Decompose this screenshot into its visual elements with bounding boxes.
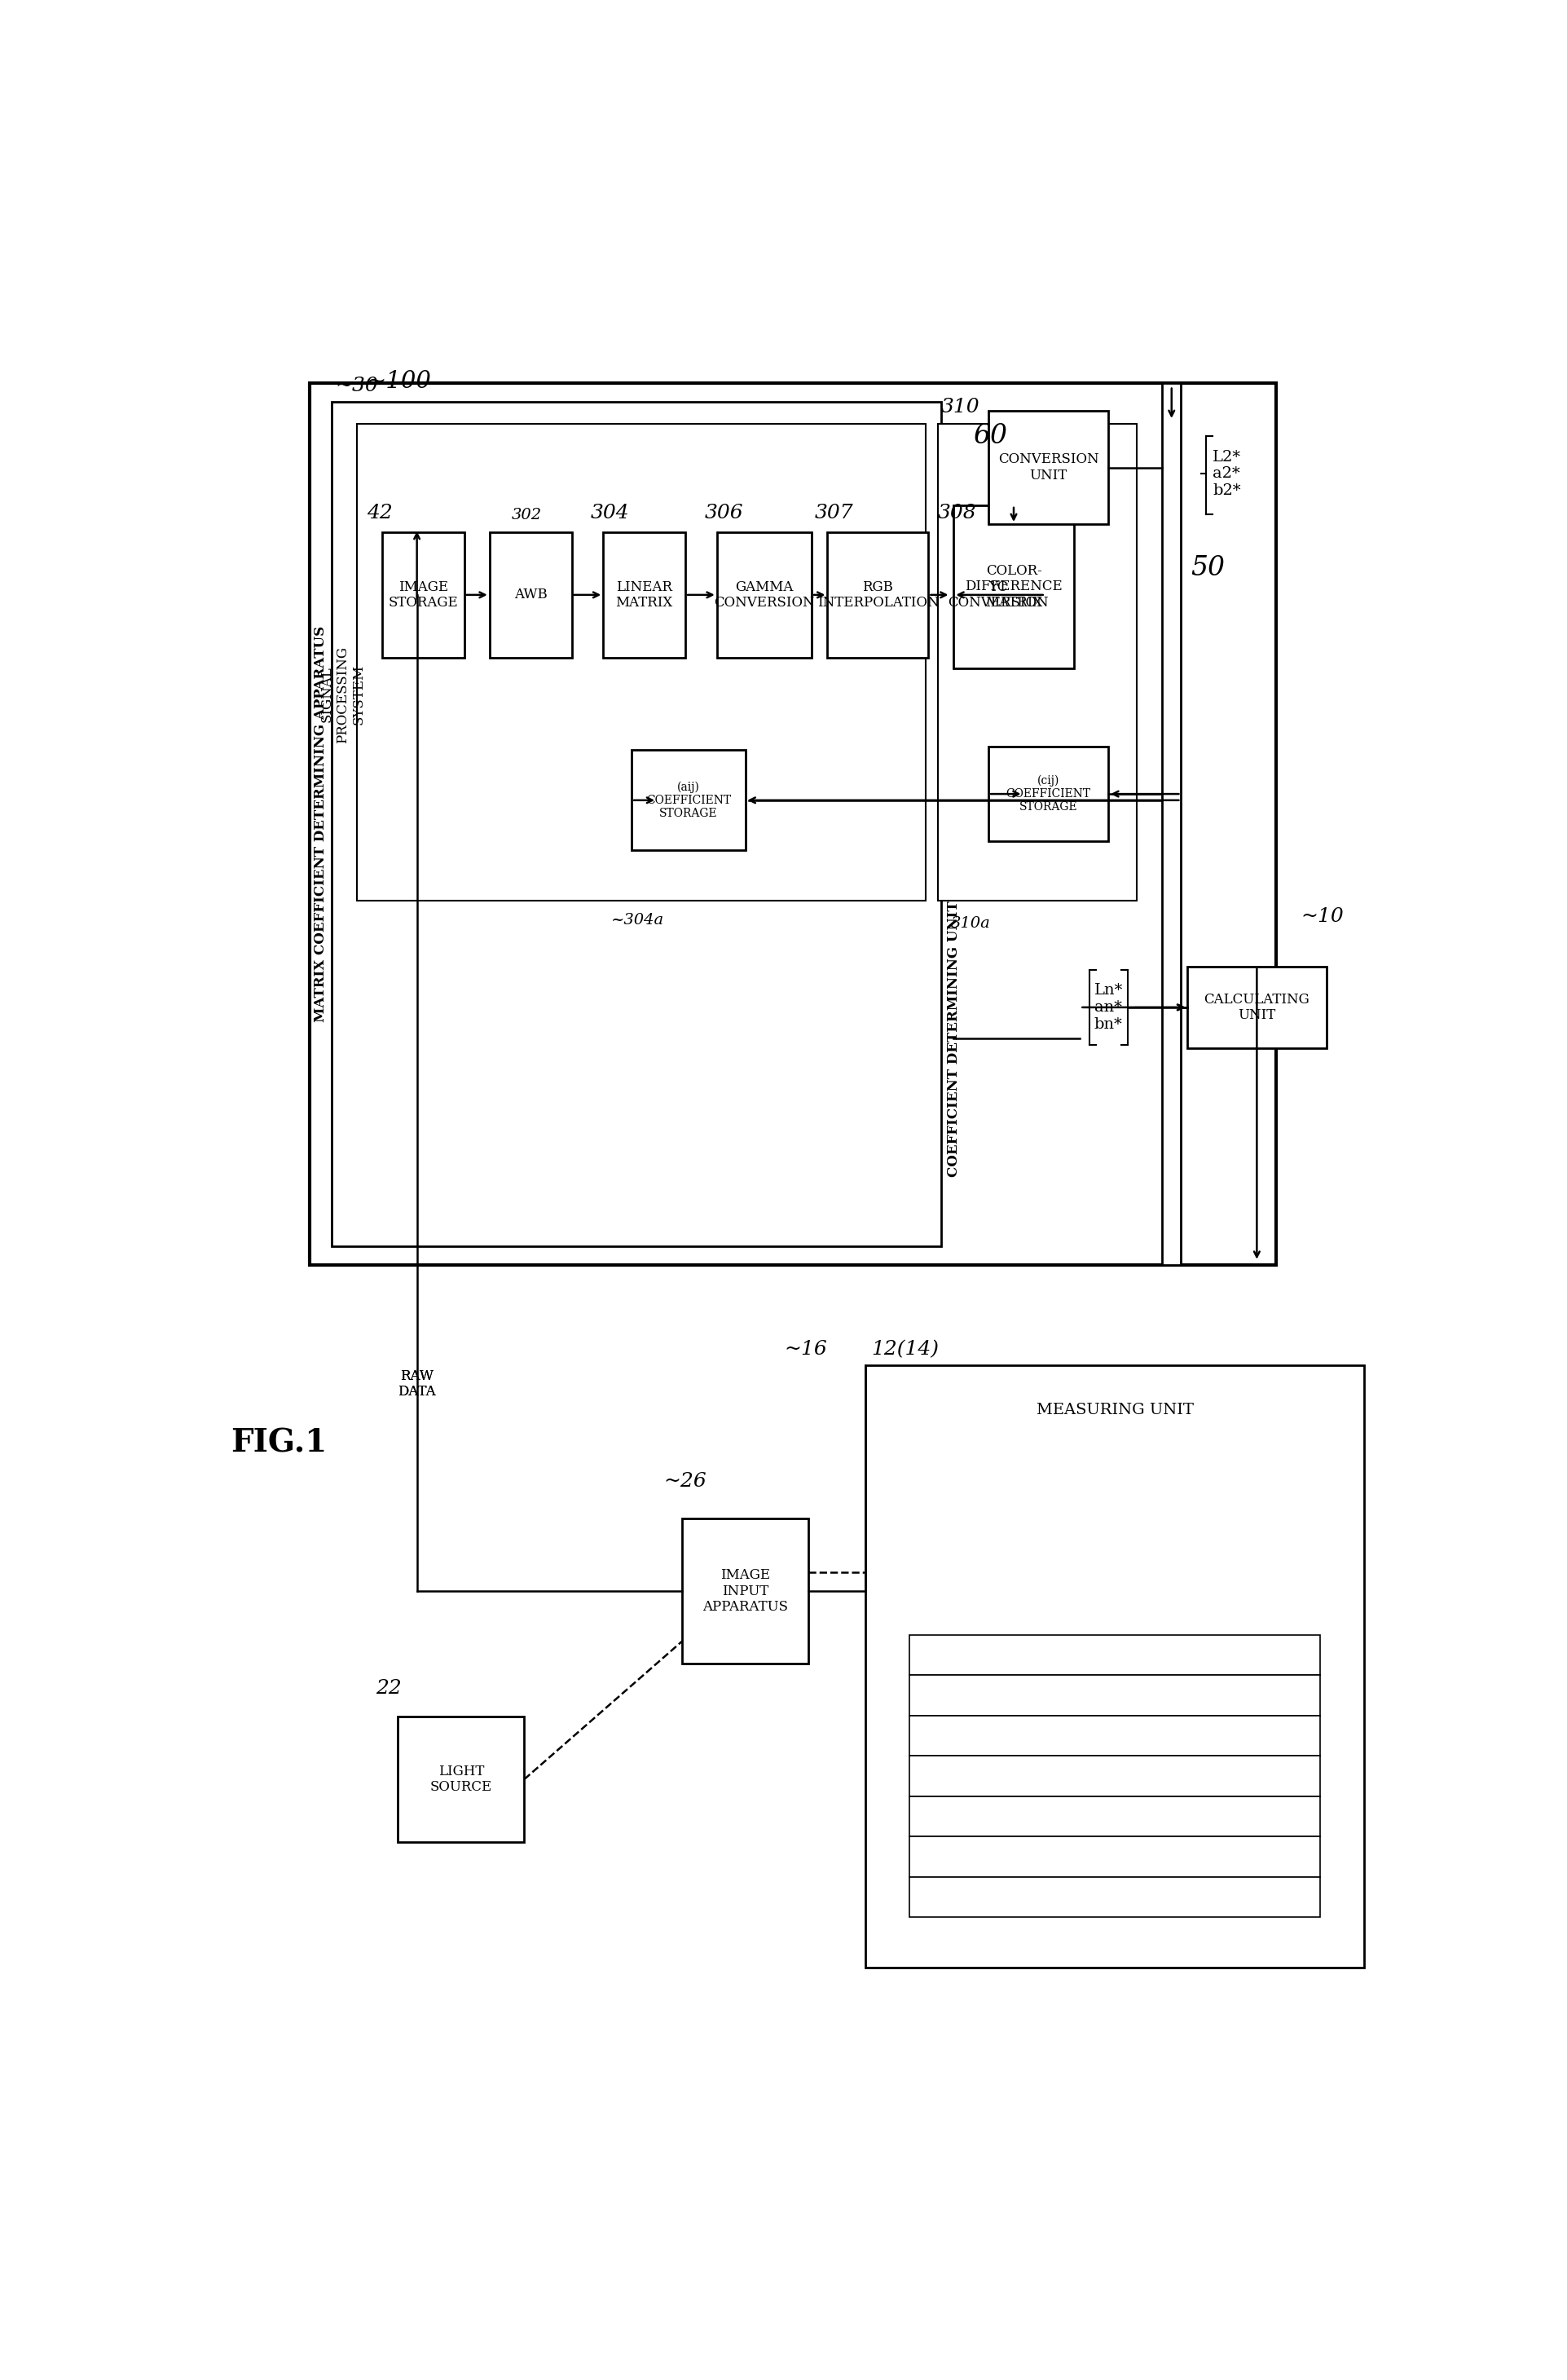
Bar	[682, 1518, 809, 1664]
Text: COLOR-
DIFFERENCE
MATRIX: COLOR- DIFFERENCE MATRIX	[965, 564, 1062, 609]
Bar	[827, 533, 928, 657]
Bar	[603, 533, 685, 657]
Bar	[989, 412, 1108, 524]
Text: MEASURING UNIT: MEASURING UNIT	[1036, 1402, 1194, 1418]
Text: RAW
DATA: RAW DATA	[398, 1368, 436, 1399]
Bar	[909, 1878, 1319, 1918]
Text: 50: 50	[1191, 555, 1225, 581]
Text: ~304a: ~304a	[611, 914, 664, 928]
Text: RGB
INTERPOLATION: RGB INTERPOLATION	[816, 581, 939, 609]
Text: ~100: ~100	[367, 371, 431, 393]
Bar	[632, 750, 746, 850]
Text: 12(14): 12(14)	[871, 1340, 939, 1359]
Text: IMAGE
INPUT
APPARATUS: IMAGE INPUT APPARATUS	[702, 1568, 788, 1614]
Text: CONVERSION
UNIT: CONVERSION UNIT	[998, 452, 1098, 483]
Text: ~16: ~16	[785, 1340, 827, 1359]
Text: SIGNAL
PROCESSING
SYSTEM: SIGNAL PROCESSING SYSTEM	[320, 645, 367, 743]
Bar	[398, 1716, 525, 1842]
Text: RAW
DATA: RAW DATA	[398, 1368, 436, 1399]
Text: (aij)
COEFFICIENT
STORAGE: (aij) COEFFICIENT STORAGE	[646, 781, 730, 819]
Bar	[939, 424, 1136, 900]
Text: 304: 304	[591, 505, 630, 524]
Bar	[716, 533, 812, 657]
Bar	[909, 1676, 1319, 1716]
Bar	[310, 383, 1276, 1264]
Bar	[865, 1366, 1365, 1968]
Bar	[989, 747, 1108, 840]
Text: GAMMA
CONVERSION: GAMMA CONVERSION	[715, 581, 815, 609]
Bar	[909, 1837, 1319, 1878]
Bar	[1188, 966, 1326, 1047]
Bar	[909, 1635, 1319, 1676]
Text: ~30: ~30	[335, 376, 378, 395]
Bar	[332, 402, 942, 1245]
Bar	[909, 1716, 1319, 1756]
Text: 310a: 310a	[951, 916, 990, 931]
Bar	[954, 505, 1073, 669]
Text: 308: 308	[939, 505, 976, 524]
Text: 310: 310	[942, 397, 979, 416]
Text: L2*
a2*
b2*: L2* a2* b2*	[1213, 450, 1241, 497]
Text: LIGHT
SOURCE: LIGHT SOURCE	[429, 1764, 492, 1795]
Text: CALCULATING
UNIT: CALCULATING UNIT	[1203, 992, 1310, 1023]
Text: LINEAR
MATRIX: LINEAR MATRIX	[616, 581, 672, 609]
Text: YC
CONVERSION: YC CONVERSION	[948, 581, 1048, 609]
Text: AWB: AWB	[514, 588, 547, 602]
Text: FIG.1: FIG.1	[230, 1428, 328, 1459]
Bar	[951, 533, 1045, 657]
Text: (cij)
COEFFICIENT
STORAGE: (cij) COEFFICIENT STORAGE	[1006, 776, 1091, 814]
Text: Ln*
an*
bn*: Ln* an* bn*	[1094, 983, 1124, 1031]
Text: COEFFICIENT DETERMINING UNIT: COEFFICIENT DETERMINING UNIT	[946, 900, 961, 1176]
Text: IMAGE
STORAGE: IMAGE STORAGE	[389, 581, 458, 609]
Bar	[489, 533, 572, 657]
Text: 307: 307	[815, 505, 854, 524]
Bar	[357, 424, 925, 900]
Text: 42: 42	[367, 505, 392, 524]
Text: 22: 22	[376, 1678, 401, 1697]
Text: 302: 302	[512, 507, 542, 524]
Text: ~26: ~26	[663, 1471, 707, 1490]
Bar	[909, 1756, 1319, 1797]
Text: 306: 306	[704, 505, 743, 524]
Bar	[909, 1797, 1319, 1837]
Text: MATRIX COEFFICIENT DETERMINING APPARATUS: MATRIX COEFFICIENT DETERMINING APPARATUS	[313, 626, 328, 1021]
Bar	[1163, 383, 1182, 1264]
Bar	[382, 533, 464, 657]
Text: 60: 60	[973, 424, 1008, 450]
Text: ~10: ~10	[1301, 907, 1344, 926]
